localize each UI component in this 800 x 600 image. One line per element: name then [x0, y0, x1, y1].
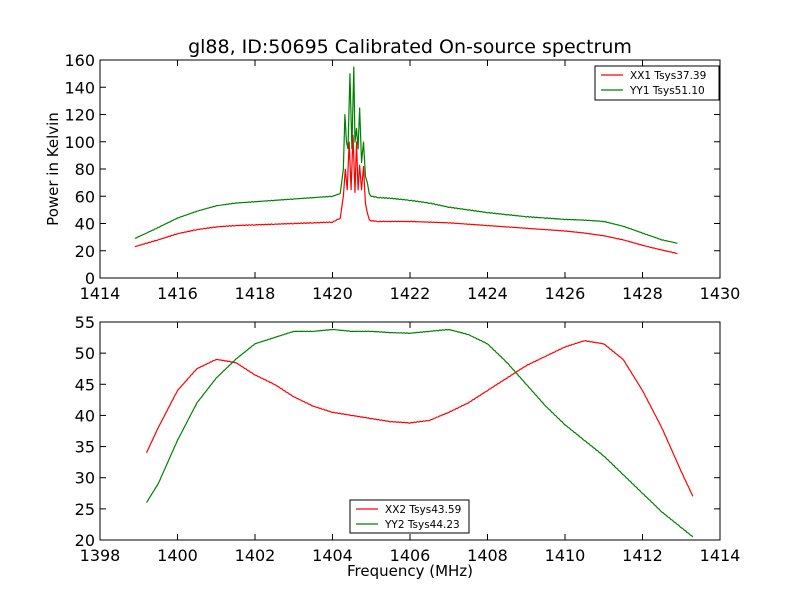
- bottom-legend: XX2 Tsys43.59 YY2 Tsys44.23: [349, 499, 470, 534]
- series-line-xx1: [134, 134, 678, 255]
- top-legend-label-xx1: XX1 Tsys37.39: [630, 70, 706, 82]
- x-tick-label: 1408: [467, 546, 508, 565]
- y-tick-label: 40: [75, 406, 95, 425]
- x-tick-label: 1426: [545, 284, 586, 303]
- bottom-legend-label-yy2: YY2 Tsys44.23: [384, 519, 460, 531]
- top-y-axis-label: Power in Kelvin: [44, 112, 62, 226]
- y-tick-label: 40: [75, 215, 95, 234]
- chart-title: gl88, ID:50695 Calibrated On-source spec…: [188, 36, 632, 58]
- top-legend-label-yy1: YY1 Tsys51.10: [629, 85, 705, 97]
- x-tick-label: 1414: [700, 546, 741, 565]
- x-tick-label: 1402: [235, 546, 276, 565]
- series-line-yy2: [146, 328, 694, 538]
- y-tick-label: 0: [85, 269, 95, 288]
- y-tick-label: 140: [64, 78, 95, 97]
- x-tick-label: 1410: [545, 546, 586, 565]
- x-tick-label: 1398: [80, 546, 121, 565]
- top-tick-group: 1414 1416 1418 1420 1422 1424 1426 1428 1430 0 20 4…: [64, 51, 740, 303]
- y-tick-label: 60: [75, 187, 95, 206]
- y-tick-label: 50: [75, 344, 95, 363]
- bottom-legend-label-xx2: XX2 Tsys43.59: [385, 504, 461, 516]
- top-legend: XX1 Tsys37.39 YY1 Tsys51.10: [594, 65, 720, 101]
- bottom-tick-group: 1398 1400 1402 1404 1406 1408 1410 1412 1414 20 25…: [75, 313, 741, 565]
- x-tick-label: 1412: [622, 546, 663, 565]
- y-tick-label: 35: [75, 438, 95, 457]
- x-tick-label: 1422: [390, 284, 431, 303]
- x-tick-label: 1418: [235, 284, 276, 303]
- y-tick-label: 20: [75, 531, 95, 550]
- y-tick-label: 30: [75, 469, 95, 488]
- top-subplot: 1414 1416 1418 1420 1422 1424 1426 1428 1430 0 20 4…: [44, 51, 740, 303]
- bottom-subplot: 1398 1400 1402 1404 1406 1408 1410 1412 1414 20 25…: [75, 313, 741, 580]
- y-tick-label: 80: [75, 160, 95, 179]
- x-tick-label: 1424: [467, 284, 508, 303]
- bottom-legend-box: [349, 499, 470, 534]
- x-tick-label: 1414: [80, 284, 121, 303]
- x-tick-label: 1404: [312, 546, 353, 565]
- top-legend-box: [594, 65, 720, 101]
- bottom-x-axis-label: Frequency (MHz): [347, 562, 473, 580]
- x-tick-label: 1430: [700, 284, 741, 303]
- y-tick-label: 120: [64, 106, 95, 125]
- x-tick-label: 1420: [312, 284, 353, 303]
- x-tick-label: 1406: [390, 546, 431, 565]
- top-series-group: [134, 66, 678, 255]
- x-tick-label: 1416: [157, 284, 198, 303]
- y-tick-label: 45: [75, 375, 95, 394]
- y-tick-label: 20: [75, 242, 95, 261]
- bottom-series-group: [145, 328, 694, 538]
- series-line-yy1: [134, 66, 678, 244]
- x-tick-label: 1400: [157, 546, 198, 565]
- y-tick-label: 100: [64, 133, 95, 152]
- series-line-xx2: [145, 340, 694, 497]
- y-tick-label: 25: [75, 500, 95, 519]
- x-tick-label: 1428: [622, 284, 663, 303]
- y-tick-label: 160: [64, 51, 95, 70]
- y-tick-label: 55: [75, 313, 95, 332]
